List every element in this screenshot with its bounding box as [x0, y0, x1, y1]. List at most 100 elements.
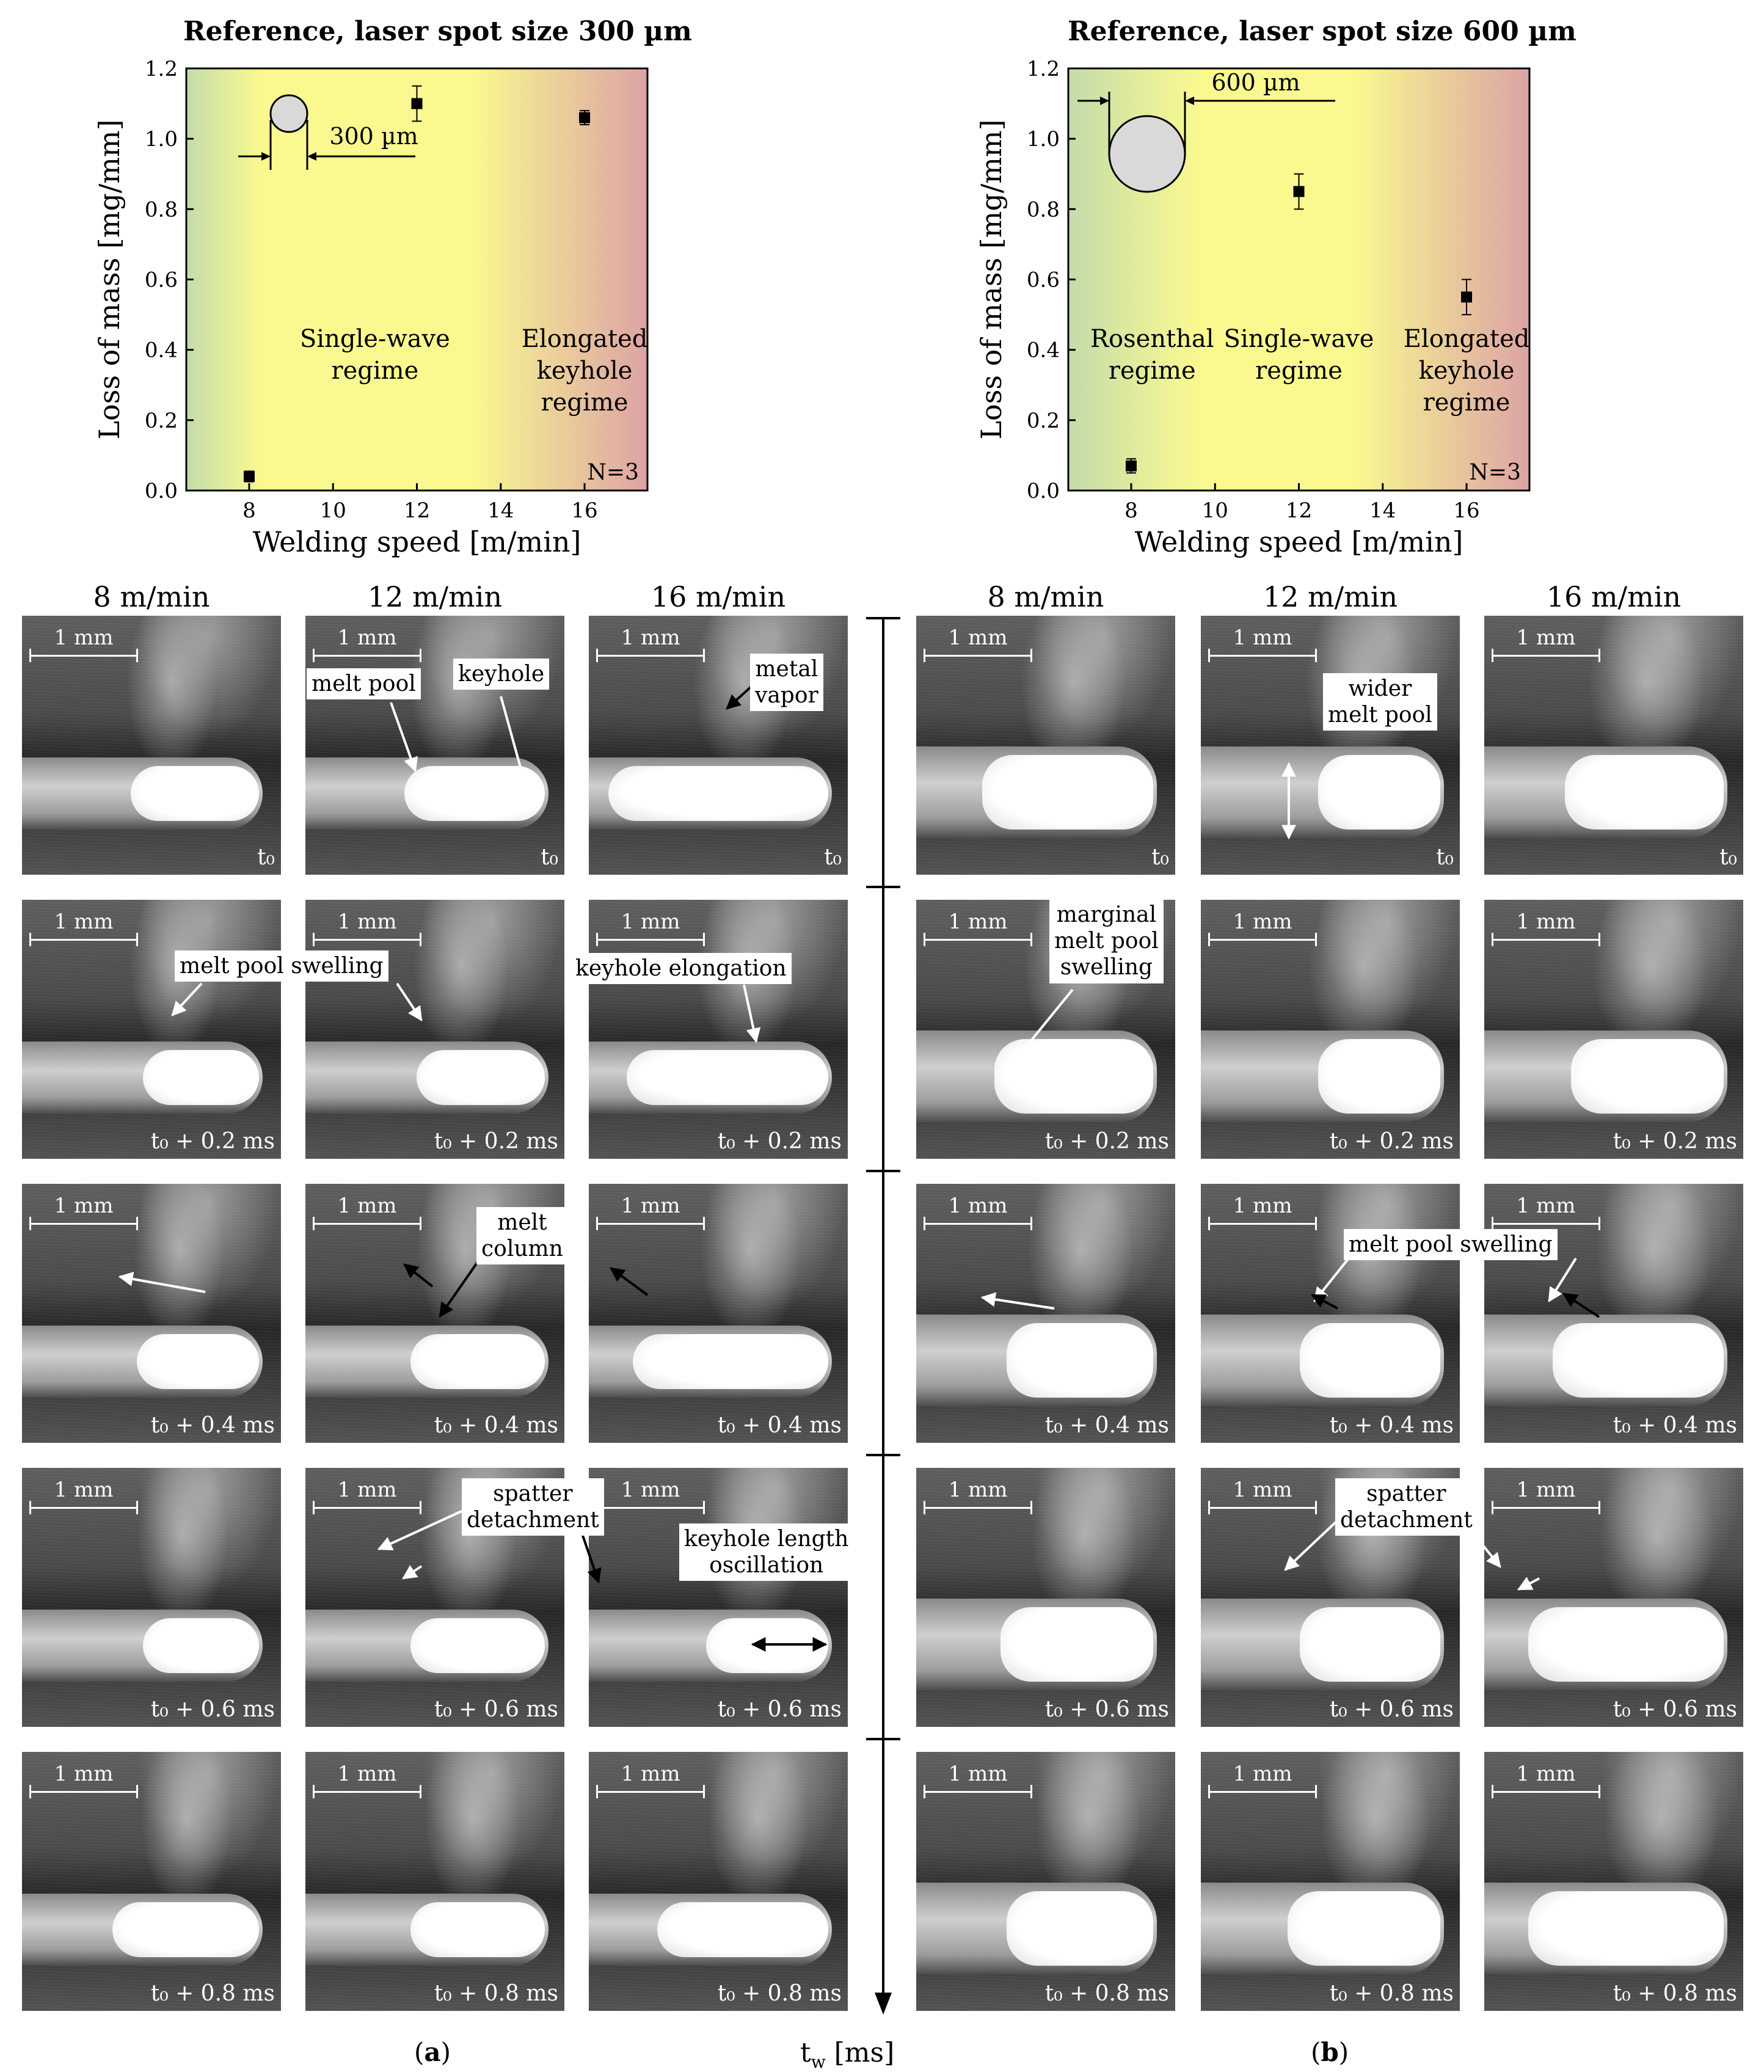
scale-bar-label: 1 mm: [337, 1478, 397, 1502]
spot-size-label: 300 µm: [329, 123, 418, 150]
high-speed-frame: 1 mm t₀ + 0.2 ms: [589, 900, 848, 1159]
scale-bar: 1 mm: [596, 626, 718, 662]
time-label: t₀ + 0.4 ms: [1329, 1413, 1454, 1438]
time-label: t₀: [257, 845, 275, 870]
chart-panel-600: Reference, laser spot size 600 µm 8 10 12 1…: [882, 0, 1676, 568]
vapor-plume: [700, 1184, 801, 1343]
keyhole-glow: [1300, 1323, 1440, 1398]
data-point: [243, 470, 255, 482]
annotation-keyhole-elongation: keyhole elongation: [570, 953, 792, 985]
scale-bar-label: 1 mm: [948, 910, 1008, 934]
scale-bar: 1 mm: [1492, 1478, 1614, 1514]
annotation-spatter-detachment-b: spatter detachment: [1335, 1478, 1478, 1536]
x-tick-label: 12: [404, 498, 430, 523]
x-tick-label: 14: [487, 498, 514, 523]
high-speed-frame: 1 mm t₀ + 0.6 ms: [916, 1468, 1175, 1727]
high-speed-frame: 1 mm t₀: [22, 616, 281, 875]
data-point: [1461, 291, 1473, 303]
scale-bar: 1 mm: [924, 910, 1046, 946]
keyhole-glow: [994, 1039, 1153, 1114]
panel-label-b-text: b: [1321, 2037, 1339, 2067]
annotation-melt-column: melt column: [476, 1207, 568, 1265]
time-axis-sub: w: [811, 2051, 826, 2072]
time-label: t₀: [1719, 845, 1737, 870]
time-label: t₀ + 0.8 ms: [1329, 1981, 1454, 2006]
y-tick-label: 0.2: [145, 409, 178, 433]
scale-bar-label: 1 mm: [948, 1194, 1008, 1218]
high-speed-frame: 1 mm t₀ + 0.6 ms: [589, 1468, 848, 1727]
scale-bar: 1 mm: [596, 1478, 718, 1514]
scale-bar-label: 1 mm: [621, 1194, 680, 1218]
time-label: t₀ + 0.6 ms: [1613, 1697, 1737, 1722]
y-axis-label: Loss of mass [mg/mm]: [93, 120, 126, 440]
keyhole-glow: [410, 1902, 545, 1957]
high-speed-frame: 1 mm t₀ + 0.2 ms: [1484, 900, 1743, 1159]
scale-bar-label: 1 mm: [621, 910, 680, 934]
scale-bar: 1 mm: [1208, 1762, 1330, 1798]
time-axis-arrowhead: [875, 1993, 892, 2015]
scale-bar: 1 mm: [1492, 1762, 1614, 1798]
keyhole-glow: [131, 766, 259, 821]
y-tick-label: 0.4: [1027, 338, 1060, 363]
high-speed-frame: 1 mm t₀ + 0.4 ms: [589, 1184, 848, 1443]
annotation-spatter-detachment-a: spatter detachment: [462, 1478, 604, 1536]
keyhole-glow: [633, 1334, 828, 1389]
high-speed-frame: 1 mm t₀ + 0.2 ms: [22, 900, 281, 1159]
regime-label: regime: [541, 388, 629, 417]
scale-bar: 1 mm: [596, 1194, 718, 1230]
x-tick-label: 16: [1453, 498, 1479, 523]
scale-bar-label: 1 mm: [621, 1478, 680, 1502]
x-tick-label: 10: [1202, 498, 1228, 523]
keyhole-glow: [657, 1902, 828, 1957]
scale-bar-label: 1 mm: [54, 626, 114, 650]
panel-label-a-text: a: [424, 2037, 441, 2067]
scale-bar: 1 mm: [924, 626, 1046, 662]
x-tick-label: 14: [1369, 498, 1396, 523]
regime-label: Single-wave: [300, 325, 450, 353]
scale-bar-label: 1 mm: [1516, 1194, 1576, 1218]
time-label: t₀ + 0.2 ms: [434, 1129, 558, 1154]
vapor-plume: [133, 1184, 225, 1343]
keyhole-glow: [137, 1334, 259, 1389]
regime-label: Elongated: [1404, 325, 1530, 353]
scale-bar: 1 mm: [1492, 1194, 1614, 1230]
vapor-plume: [424, 1752, 520, 1911]
scale-bar: 1 mm: [596, 910, 718, 946]
vapor-plume: [140, 1752, 232, 1911]
keyhole-glow: [608, 766, 828, 821]
annotation-melt-pool-swelling-b: melt pool swelling: [1344, 1229, 1558, 1261]
panel-label-b: (b): [1311, 2037, 1349, 2067]
high-speed-frame: 1 mm t₀: [305, 616, 564, 875]
data-point: [1293, 186, 1305, 197]
loss-of-mass-chart-600um: 8 10 12 14 16 0.0 0.2 0.4 0.6 0.8 1.0 1.2 Welding sp…: [975, 57, 1531, 558]
x-tick-label: 10: [320, 498, 346, 523]
time-label: t₀ + 0.6 ms: [717, 1697, 842, 1722]
scale-bar: 1 mm: [29, 910, 151, 946]
chart-panel-300: Reference, laser spot size 300 µm 8 10 12 1…: [0, 0, 794, 568]
scale-bar-label: 1 mm: [948, 626, 1008, 650]
time-label: t₀: [1151, 845, 1169, 870]
speed-header: 16 m/min: [651, 580, 786, 613]
time-label: t₀ + 0.8 ms: [150, 1981, 275, 2006]
laser-spot-circle: [269, 94, 308, 133]
keyhole-glow: [1553, 1323, 1724, 1398]
keyhole-glow: [706, 1618, 828, 1673]
vapor-plume: [707, 1752, 809, 1911]
scale-bar: 1 mm: [1208, 1478, 1330, 1514]
vapor-plume: [137, 1468, 228, 1627]
keyhole-glow: [1318, 1039, 1440, 1114]
time-label: t₀: [541, 845, 558, 870]
speed-header: 8 m/min: [93, 580, 210, 613]
high-speed-frame: 1 mm t₀ + 0.8 ms: [589, 1752, 848, 2011]
high-speed-frame: 1 mm t₀ + 0.8 ms: [22, 1752, 281, 2011]
x-axis-label: Welding speed [m/min]: [253, 525, 581, 558]
plot-area: [185, 67, 649, 492]
time-axis-label: tw [ms]: [800, 2037, 894, 2072]
scale-bar: 1 mm: [29, 1478, 151, 1514]
x-tick-label: 8: [1124, 498, 1138, 523]
regime-label: regime: [1109, 357, 1196, 385]
y-tick-label: 1.0: [145, 127, 178, 151]
y-tick-label: 1.2: [145, 57, 178, 81]
loss-of-mass-chart-300um: 8 10 12 14 16 0.0 0.2 0.4 0.6 0.8 1.0 1.2 Welding sp…: [93, 57, 649, 558]
keyhole-glow: [627, 1050, 828, 1105]
